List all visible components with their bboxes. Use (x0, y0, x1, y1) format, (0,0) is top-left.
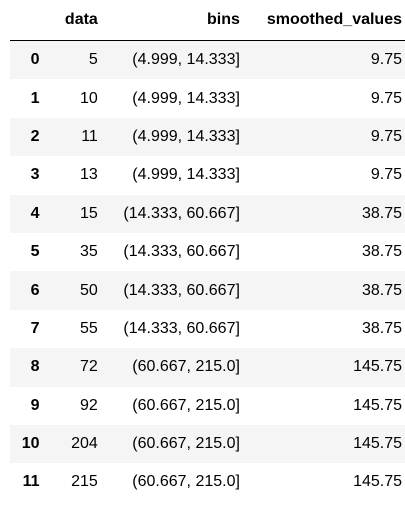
cell-smoothed-values: 145.75 (353, 473, 402, 491)
table-row: 10 204 (60.667, 215.0] 145.75 (10, 424, 405, 464)
cell-bins: (4.999, 14.333] (132, 127, 240, 145)
cell-data: 215 (71, 473, 98, 491)
cell-smoothed-values: 9.75 (370, 51, 402, 69)
cell-smoothed-values: 38.75 (361, 281, 402, 299)
row-index: 2 (30, 127, 40, 145)
cell-smoothed-values: 145.75 (353, 435, 402, 453)
table-row: 3 13 (4.999, 14.333] 9.75 (10, 156, 405, 195)
dataframe-table: data bins smoothed_values 0 5 (4.999, 14.3… (10, 0, 405, 502)
cell-smoothed-values: 38.75 (361, 319, 402, 337)
table-row: 7 55 (14.333, 60.667] 38.75 (10, 309, 405, 349)
cell-data: 10 (80, 89, 98, 107)
row-index: 0 (30, 51, 40, 69)
cell-bins: (4.999, 14.333] (132, 166, 240, 184)
header-row: data bins smoothed_values (10, 0, 405, 41)
cell-data: 92 (80, 396, 98, 414)
table-row: 8 72 (60.667, 215.0] 145.75 (10, 348, 405, 387)
row-index: 10 (21, 435, 40, 453)
table-row: 0 5 (4.999, 14.333] 9.75 (10, 40, 405, 80)
row-index: 4 (30, 204, 40, 222)
header-smoothed-values: smoothed_values (239, 0, 405, 41)
cell-smoothed-values: 145.75 (353, 396, 402, 414)
cell-bins: (14.333, 60.667] (123, 319, 240, 337)
cell-data: 5 (88, 51, 98, 69)
header-bins: bins (97, 0, 240, 41)
cell-data: 204 (71, 435, 98, 453)
row-index: 6 (30, 281, 40, 299)
row-index: 7 (30, 319, 40, 337)
table-row: 2 11 (4.999, 14.333] 9.75 (10, 117, 405, 157)
table-row: 11 215 (60.667, 215.0] 145.75 (10, 463, 405, 502)
cell-bins: (14.333, 60.667] (123, 204, 240, 222)
row-index: 5 (30, 243, 40, 261)
cell-data: 72 (80, 358, 98, 376)
cell-bins: (14.333, 60.667] (123, 243, 240, 261)
cell-data: 50 (80, 281, 98, 299)
table-body: 0 5 (4.999, 14.333] 9.75 1 10 (4.999, 14.333] 9… (10, 40, 405, 502)
cell-bins: (14.333, 60.667] (123, 281, 240, 299)
table-header: data bins smoothed_values (10, 0, 405, 41)
cell-data: 55 (80, 319, 98, 337)
row-index: 9 (30, 396, 40, 414)
cell-data: 15 (80, 204, 98, 222)
table-row: 1 10 (4.999, 14.333] 9.75 (10, 79, 405, 118)
table-row: 4 15 (14.333, 60.667] 38.75 (10, 194, 405, 233)
cell-smoothed-values: 145.75 (353, 358, 402, 376)
table-row: 6 50 (14.333, 60.667] 38.75 (10, 271, 405, 310)
cell-bins: (60.667, 215.0] (132, 473, 240, 491)
cell-smoothed-values: 9.75 (370, 89, 402, 107)
row-index: 8 (30, 358, 40, 376)
header-data: data (43, 0, 98, 41)
cell-bins: (60.667, 215.0] (132, 435, 240, 453)
table-row: 9 92 (60.667, 215.0] 145.75 (10, 386, 405, 425)
row-index: 1 (30, 89, 40, 107)
row-index: 11 (22, 473, 40, 491)
row-index: 3 (30, 166, 40, 184)
cell-bins: (4.999, 14.333] (132, 89, 240, 107)
cell-data: 11 (81, 127, 98, 145)
cell-data: 13 (80, 166, 98, 184)
header-index (10, 0, 44, 41)
cell-data: 35 (80, 243, 98, 261)
table-row: 5 35 (14.333, 60.667] 38.75 (10, 232, 405, 272)
cell-bins: (60.667, 215.0] (132, 396, 240, 414)
cell-smoothed-values: 9.75 (370, 166, 402, 184)
cell-smoothed-values: 38.75 (361, 204, 402, 222)
cell-bins: (4.999, 14.333] (132, 51, 240, 69)
cell-smoothed-values: 38.75 (361, 243, 402, 261)
cell-smoothed-values: 9.75 (370, 127, 402, 145)
cell-bins: (60.667, 215.0] (132, 358, 240, 376)
